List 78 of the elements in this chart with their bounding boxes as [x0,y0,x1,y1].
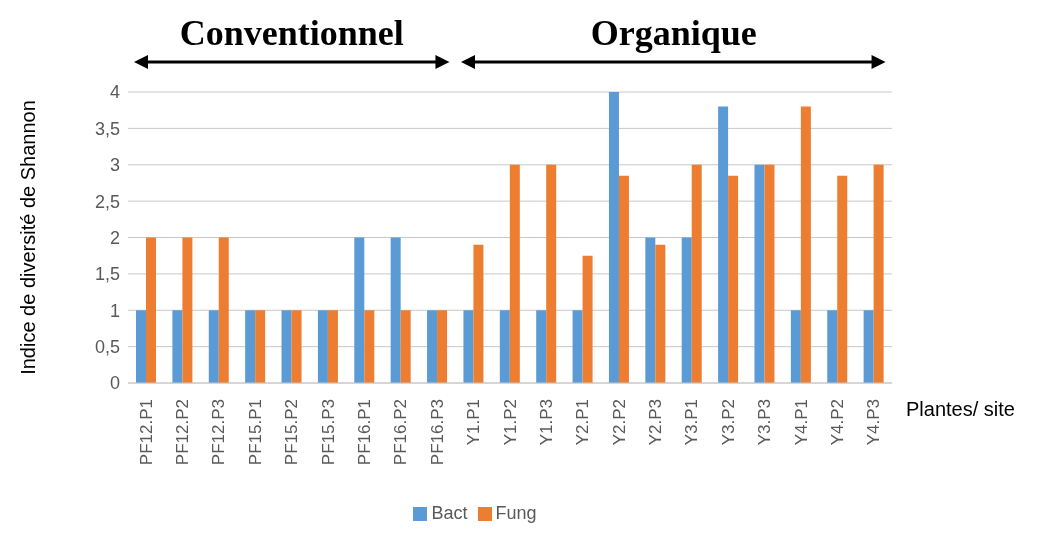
bar [281,310,292,383]
bar [509,164,520,383]
x-tick-label: PF16.P3 [427,399,447,466]
bar [437,310,448,383]
bar [354,237,365,383]
x-tick-label: Y3.P1 [682,399,702,446]
x-tick-label: Y4.P3 [864,399,884,446]
bar [499,310,510,383]
y-tick-label: 0,5 [94,337,120,358]
x-tick-label: Y3.P3 [755,399,775,446]
x-tick-label: Y2.P2 [609,399,629,446]
bar [572,310,583,383]
text: Organique [589,12,758,54]
x-tick-label: PF15.P2 [282,399,302,466]
y-tick-label: 0 [109,373,120,394]
x-tick-label: Y4.P1 [791,399,811,446]
x-tick-label: PF15.P1 [245,399,265,466]
bar [790,310,801,383]
x-tick-label: PF15.P3 [318,399,338,466]
bar [400,310,411,383]
bar [463,310,474,383]
bar [536,310,547,383]
y-tick-label: 2,5 [94,191,120,212]
bar [364,310,375,383]
bar [291,310,302,383]
bar [645,237,656,383]
bar [427,310,438,383]
x-tick-label: Y2.P1 [573,399,593,446]
bar [582,255,593,383]
bar [182,237,193,383]
text: Conventionnel [178,12,405,54]
y-tick-label: 4 [109,82,120,103]
x-tick-label: PF12.P2 [173,399,193,466]
bar [473,244,484,383]
y-tick-label: 2 [109,227,120,248]
legend-label: Fung [495,503,537,523]
x-tick-label: Y4.P2 [827,399,847,446]
y-tick-label: 1 [109,300,120,321]
bar [728,175,739,383]
bar [172,310,183,383]
bar [837,175,848,383]
bar [390,237,401,383]
bar [718,106,729,383]
x-tick-label: Y3.P2 [718,399,738,446]
x-tick-label: Y2.P3 [646,399,666,446]
bar [754,164,765,383]
bar [208,310,219,383]
bar [317,310,328,383]
y-axis-title: Indice de diversité de Shannon [17,100,40,375]
bar [681,237,692,383]
x-tick-label: Y1.P1 [464,399,484,446]
x-tick-label: PF12.P3 [209,399,229,466]
y-tick-label: 3,5 [94,118,120,139]
bar [800,106,811,383]
bar [863,310,874,383]
legend-label: Bact [431,503,468,523]
bar [146,237,156,383]
x-tick-label: PF12.P1 [136,399,156,466]
x-tick-label: Y1.P2 [500,399,520,446]
bar [218,237,229,383]
x-tick-label: PF16.P1 [354,399,374,466]
bar [691,164,702,383]
y-tick-label: 3 [109,155,120,176]
bar [327,310,338,383]
bar [136,310,146,383]
x-tick-label: PF16.P2 [391,399,411,466]
bar [255,310,266,383]
x-tick-label: Y1.P3 [536,399,556,446]
bar [608,92,619,383]
x-axis-title: Plantes/ site [906,398,1015,421]
bar [655,244,666,383]
y-tick-label: 1,5 [94,264,120,285]
bar [827,310,838,383]
bar [546,164,557,383]
bar [245,310,256,383]
bar [873,164,884,383]
bar [618,175,629,383]
bar [764,164,775,383]
